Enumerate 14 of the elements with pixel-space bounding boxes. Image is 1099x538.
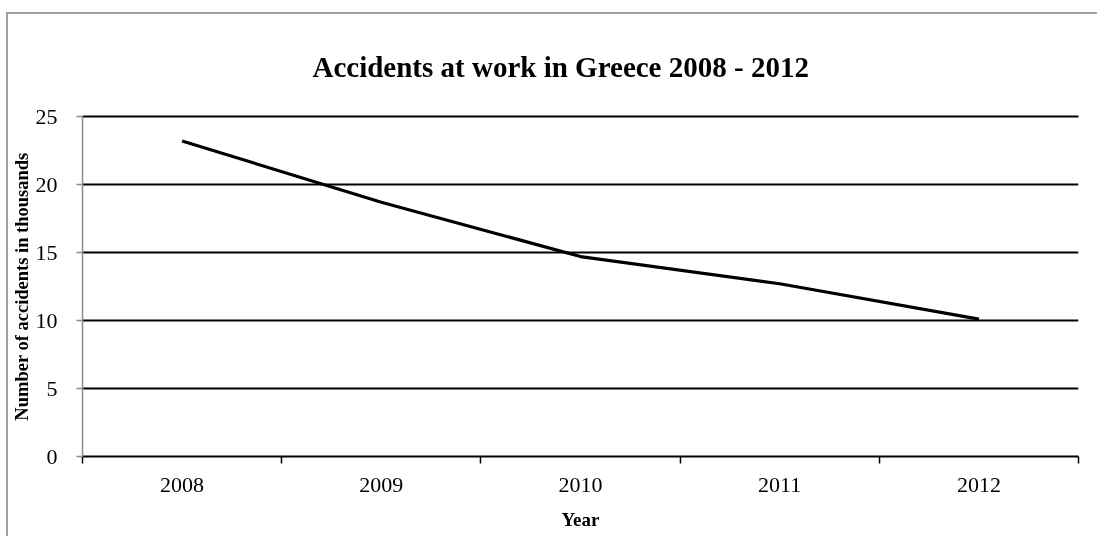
y-tick-label: 15 (35, 239, 58, 265)
y-tick-label: 10 (35, 307, 58, 333)
y-tick-label: 5 (46, 375, 58, 401)
y-tick-label: 20 (35, 171, 58, 197)
x-axis-title: Year (561, 508, 601, 530)
x-tick-label: 2012 (956, 471, 1001, 497)
x-tick-label: 2008 (160, 471, 205, 497)
y-axis-title: Number of accidents in thousands (11, 152, 32, 421)
y-tick-label: 25 (35, 103, 58, 129)
y-tick-label: 0 (46, 443, 58, 469)
x-tick-label: 2010 (558, 471, 603, 497)
chart-title: Accidents at work in Greece 2008 - 2012 (312, 50, 809, 83)
x-tick-label: 2011 (758, 471, 802, 497)
x-tick-label: 2009 (359, 471, 404, 497)
